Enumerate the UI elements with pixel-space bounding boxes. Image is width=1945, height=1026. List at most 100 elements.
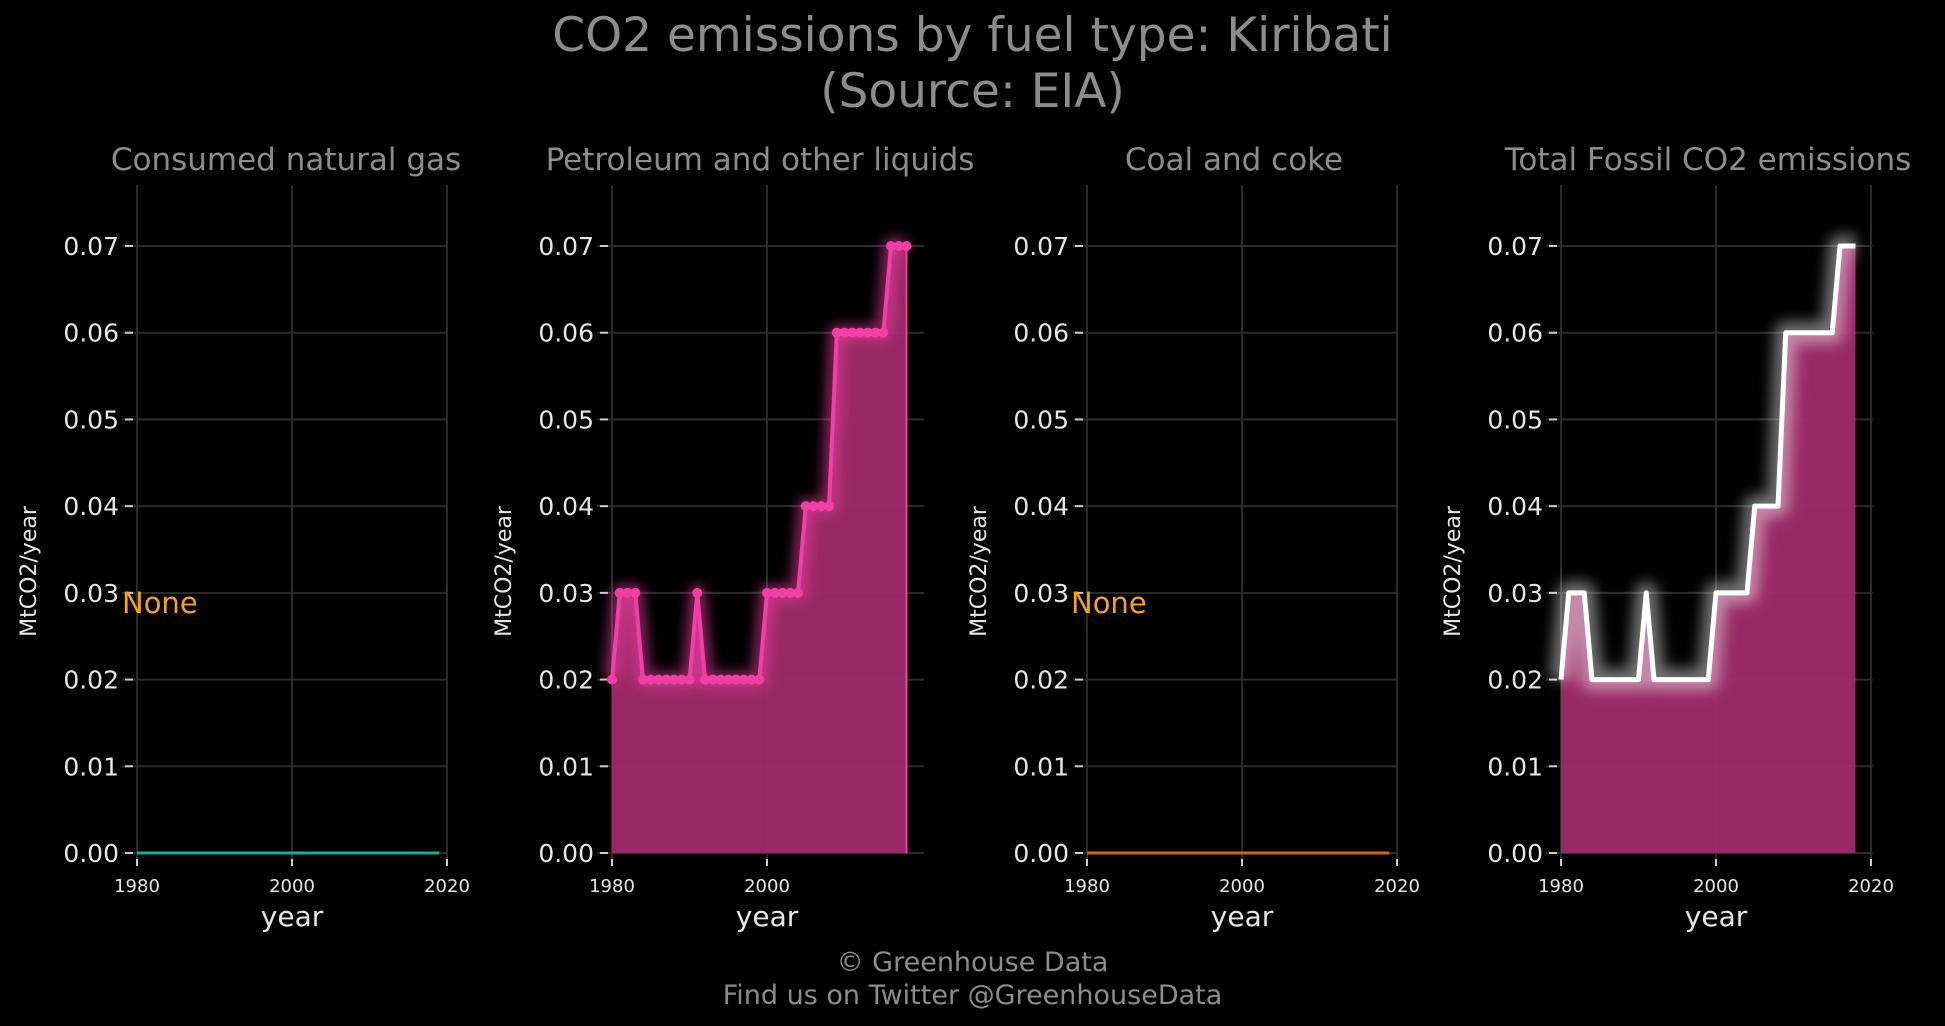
ytick-label: 0.00 — [1013, 839, 1069, 868]
data-point — [785, 587, 796, 598]
x-axis-label: year — [736, 900, 799, 933]
ytick-label: 0.06 — [63, 319, 119, 348]
data-point — [816, 501, 827, 512]
ytick-label: 0.06 — [1013, 319, 1069, 348]
ytick-label: 0.07 — [63, 232, 119, 261]
panel-title: Consumed natural gas — [111, 142, 461, 178]
ytick-label: 0.04 — [63, 492, 119, 521]
x-axis-label: year — [1211, 900, 1274, 933]
ytick-label: 0.03 — [1487, 579, 1543, 608]
footer-twitter: Find us on Twitter @GreenhouseData — [722, 980, 1223, 1011]
xtick-label: 2020 — [1848, 876, 1894, 897]
ytick-label: 0.02 — [538, 666, 594, 695]
xtick-label: 2000 — [1219, 876, 1265, 897]
ytick-label: 0.00 — [538, 839, 594, 868]
data-point — [808, 501, 819, 512]
ytick-label: 0.04 — [538, 492, 594, 521]
y-axis-label: MtCO2/year — [1441, 505, 1466, 637]
data-point — [855, 327, 865, 338]
data-point — [645, 674, 656, 685]
xtick-label: 2020 — [1374, 876, 1420, 897]
xtick-label: 2000 — [1693, 876, 1739, 897]
panel-title: Coal and coke — [1125, 142, 1343, 178]
xtick-label: 1980 — [114, 876, 160, 897]
data-point — [614, 587, 625, 598]
ytick-label: 0.01 — [1487, 752, 1543, 781]
ytick-label: 0.01 — [538, 752, 594, 781]
x-axis-label: year — [261, 900, 324, 933]
x-axis-label: year — [1685, 900, 1748, 933]
chart-title-line1: CO2 emissions by fuel type: Kiribati — [552, 8, 1393, 63]
ytick-label: 0.05 — [1013, 405, 1069, 434]
data-point — [622, 587, 633, 598]
ytick-label: 0.04 — [1013, 492, 1069, 521]
data-point — [692, 587, 703, 598]
panel-4: Total Fossil CO2 emissions 0.00 0.01 0.02 0.… — [1441, 142, 1911, 933]
ytick-label: 0.04 — [1487, 492, 1543, 521]
ytick-label: 0.03 — [538, 579, 594, 608]
xtick-label: 2020 — [424, 876, 470, 897]
data-point — [793, 587, 803, 598]
xtick-label: 1980 — [589, 876, 635, 897]
panel-1: Consumed natural gas 0.00 0.01 0.02 0.03 0.04… — [17, 142, 470, 933]
xtick-label: 2000 — [744, 876, 790, 897]
data-point — [723, 674, 734, 685]
none-annotation: None — [1071, 586, 1147, 620]
ytick-label: 0.02 — [63, 666, 119, 695]
data-point — [862, 327, 873, 338]
ytick-label: 0.02 — [1487, 666, 1543, 695]
data-point — [607, 674, 617, 685]
data-point — [684, 674, 695, 685]
data-point — [738, 674, 749, 685]
ytick-label: 0.00 — [1487, 839, 1543, 868]
data-point — [831, 327, 842, 338]
ytick-label: 0.01 — [1013, 752, 1069, 781]
data-point — [653, 674, 664, 685]
panel-title: Petroleum and other liquids — [546, 142, 975, 178]
ytick-label: 0.00 — [63, 839, 119, 868]
data-point — [870, 327, 881, 338]
data-point — [839, 327, 850, 338]
ytick-label: 0.03 — [63, 579, 119, 608]
ytick-label: 0.05 — [538, 405, 594, 434]
ytick-label: 0.02 — [1013, 666, 1069, 695]
ytick-label: 0.06 — [1487, 319, 1543, 348]
y-axis-label: MtCO2/year — [492, 505, 517, 637]
y-axis-label: MtCO2/year — [17, 505, 42, 637]
data-point — [707, 674, 718, 685]
panel-3: Coal and coke 0.00 0.01 0.02 0.03 0.04 0.05 0.0… — [967, 142, 1420, 933]
data-point — [769, 587, 780, 598]
data-point — [661, 674, 672, 685]
series-line — [1558, 243, 1856, 683]
none-annotation: None — [122, 586, 198, 620]
data-point — [669, 674, 679, 685]
ytick-label: 0.07 — [538, 232, 594, 261]
data-point — [800, 501, 811, 512]
ytick-label: 0.07 — [1013, 232, 1069, 261]
data-point — [893, 241, 904, 251]
xtick-label: 2000 — [269, 876, 315, 897]
chart-title: CO2 emissions by fuel type: Kiribati (So… — [0, 8, 1945, 120]
panel-2: Petroleum and other liquids 0.00 0.01 0.02 0… — [492, 142, 974, 933]
data-point — [762, 587, 772, 598]
ytick-label: 0.05 — [1487, 405, 1543, 434]
footer: © Greenhouse Data Find us on Twitter @Gr… — [0, 946, 1945, 1012]
chart-title-line2: (Source: EIA) — [820, 64, 1125, 119]
ytick-label: 0.06 — [538, 319, 594, 348]
y-axis-label: MtCO2/year — [967, 505, 992, 637]
series-area — [612, 246, 907, 853]
data-point — [700, 674, 710, 685]
xtick-label: 1980 — [1064, 876, 1110, 897]
ytick-label: 0.05 — [63, 405, 119, 434]
data-point — [715, 674, 726, 685]
data-point — [824, 501, 834, 512]
data-point — [731, 674, 741, 685]
data-point — [630, 587, 641, 598]
ytick-label: 0.01 — [63, 752, 119, 781]
xtick-label: 1980 — [1538, 876, 1584, 897]
footer-copyright: © Greenhouse Data — [836, 947, 1109, 978]
data-point — [638, 674, 648, 685]
panel-title: Total Fossil CO2 emissions — [1504, 142, 1912, 178]
data-point — [878, 327, 889, 338]
